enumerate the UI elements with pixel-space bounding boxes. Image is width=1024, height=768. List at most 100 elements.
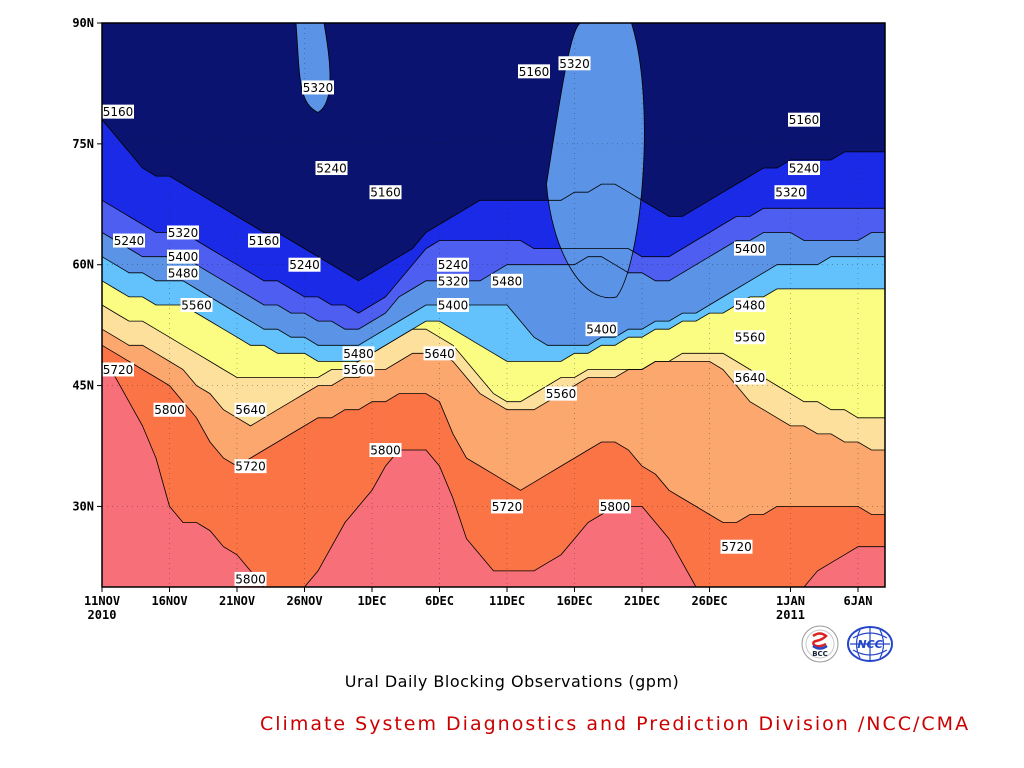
chart-title: Ural Daily Blocking Observations (gpm) [344, 672, 680, 691]
contour-label-text: 5160 [103, 105, 134, 119]
contour-label-bg [234, 459, 267, 474]
contour-label-bg [720, 539, 753, 554]
x-tick-year: 2010 [88, 608, 117, 622]
contour-label: 5240 [315, 161, 348, 176]
contour-label-text: 5320 [775, 186, 806, 200]
y-tick-label: 30N [72, 499, 94, 513]
contour-label-text: 5640 [735, 371, 766, 385]
x-tick-label: 16DEC [556, 594, 592, 608]
contour-label: 5400 [167, 249, 199, 264]
y-tick-label: 75N [72, 137, 94, 151]
contour-label: 5480 [342, 346, 375, 361]
x-tick-label: 6DEC [425, 594, 454, 608]
contour-label-text: 5160 [519, 65, 550, 79]
contour-label-bg [248, 233, 280, 248]
contour-label-bg [437, 257, 469, 272]
contour-label: 5560 [545, 386, 577, 401]
contour-label: 5320 [437, 273, 469, 288]
contour-label-bg [369, 443, 402, 458]
contour-label: 5160 [248, 233, 280, 248]
contour-label-text: 5560 [546, 387, 577, 401]
contour-label: 5320 [167, 225, 199, 240]
contour-5720 [102, 344, 885, 523]
x-tick-label: 11DEC [489, 594, 525, 608]
contour-5400 [102, 256, 885, 346]
contour-label: 5480 [167, 265, 199, 280]
contour-label: 5800 [599, 499, 631, 514]
contour-label-text: 5560 [343, 363, 374, 377]
fill-5720 [102, 345, 885, 587]
contour-label-bg [234, 571, 267, 586]
contour-label: 5800 [369, 443, 402, 458]
x-tick-label: 16NOV [151, 594, 187, 608]
contour-label: 5560 [180, 298, 213, 313]
contour-lines [102, 119, 885, 587]
contour-label-text: 5720 [235, 460, 266, 474]
contour-label: 5400 [734, 241, 766, 256]
contour-label-bg [315, 161, 348, 176]
contour-label-text: 5480 [343, 347, 374, 361]
contour-label-bg [545, 386, 577, 401]
contour-label-bg [302, 80, 334, 95]
contour-label-bg [734, 241, 766, 256]
contour-label-bg [102, 362, 134, 377]
contour-label-text: 5320 [559, 57, 590, 71]
contour-label-text: 5560 [181, 299, 212, 313]
contour-label-text: 5480 [168, 266, 199, 280]
contour-5640 [102, 328, 885, 451]
contour-label-bg [167, 249, 199, 264]
contour-label-text: 5800 [600, 500, 631, 514]
contour-label-bg [788, 161, 820, 176]
contour-label-bg [342, 362, 375, 377]
contour-label-text: 5480 [492, 274, 523, 288]
contour-label-bg [234, 402, 267, 417]
contour-label: 5800 [234, 571, 267, 586]
x-tick-label: 6JAN [844, 594, 873, 608]
contour-label: 5160 [518, 64, 550, 79]
y-tick-label: 45N [72, 379, 94, 393]
contour-label-text: 5320 [303, 81, 334, 95]
contour-5800 [102, 361, 885, 587]
x-tick-label: 21NOV [219, 594, 255, 608]
contour-label-text: 5160 [249, 234, 280, 248]
contour-label: 5720 [234, 459, 267, 474]
contour-label-bg [491, 273, 523, 288]
bcc-logo: BCC [801, 625, 839, 663]
contour-label-text: 5240 [438, 258, 469, 272]
contour-label-text: 5800 [154, 403, 185, 417]
contour-label-bg [734, 298, 766, 312]
contour-5240 [102, 199, 885, 314]
contour-label-bg [518, 64, 550, 79]
contour-label-text: 5720 [492, 500, 523, 514]
contour-label: 5640 [423, 346, 456, 361]
contour-label-bg [342, 346, 375, 361]
contour-5160 [102, 119, 885, 282]
contour-label: 5720 [720, 539, 753, 554]
contour-label: 5720 [102, 362, 134, 377]
x-tick-label: 1DEC [358, 594, 387, 608]
contour-label: 5480 [491, 273, 523, 288]
x-tick-label: 11NOV [84, 594, 120, 608]
contour-label-text: 5240 [316, 162, 347, 176]
contour-label-text: 5720 [721, 540, 752, 554]
contour-label-text: 5160 [789, 113, 820, 127]
contour-label-text: 5400 [586, 323, 617, 337]
contour-label: 5240 [288, 257, 321, 272]
credit-line: Climate System Diagnostics and Predictio… [260, 713, 971, 735]
contour-label: 5320 [774, 185, 807, 200]
contour-label-bg [437, 298, 469, 312]
contour-label-bg [437, 273, 469, 288]
contour-label: 5160 [369, 185, 402, 200]
contour-label-bg [153, 402, 186, 417]
contour-label: 5800 [153, 402, 186, 417]
contour-label-bg [788, 112, 820, 127]
contour-label-text: 5320 [168, 226, 199, 240]
contour-label-text: 5800 [235, 572, 266, 586]
contour-label-text: 5640 [235, 403, 266, 417]
contour-label: 5640 [234, 402, 267, 417]
contour-label-text: 5240 [789, 162, 820, 176]
contour-label-text: 5240 [114, 234, 145, 248]
contour-label: 5560 [734, 330, 766, 345]
contour-label: 5720 [491, 499, 523, 514]
